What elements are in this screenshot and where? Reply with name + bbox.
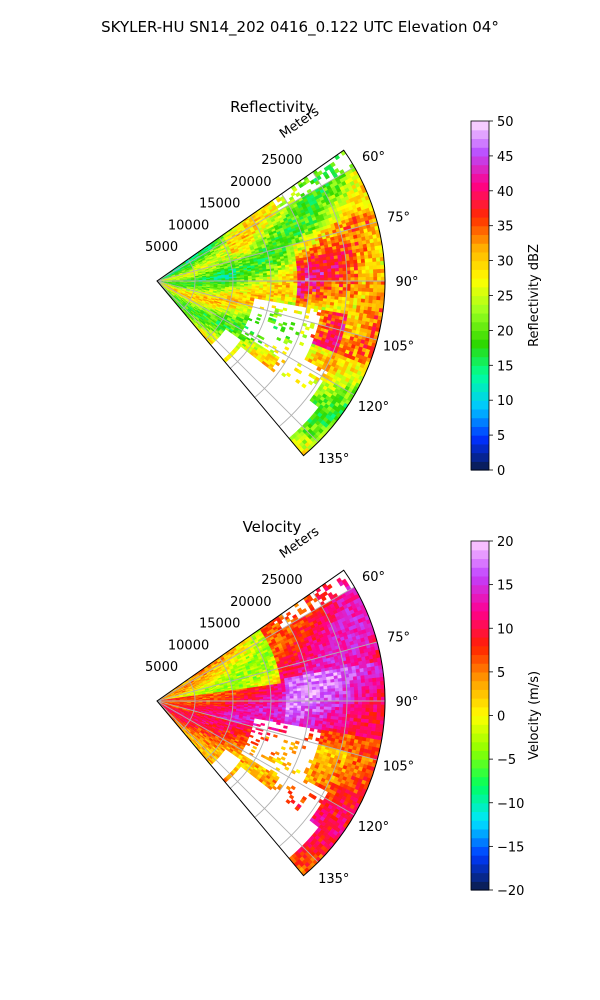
polar-grid: [156, 586, 385, 863]
azimuth-spoke: [156, 280, 319, 443]
colorbar-tick-label: 25: [497, 290, 514, 305]
colorbar-tick-label: 15: [497, 579, 514, 594]
colorbar-tick-label: 5: [497, 666, 505, 681]
range-ring: [181, 258, 196, 311]
azimuth-spoke: [156, 586, 355, 702]
field-layer: [159, 577, 386, 876]
range-ring: [205, 237, 234, 340]
azimuth-tick-label: 90°: [395, 275, 418, 290]
azimuth-spoke: [156, 221, 378, 282]
azimuth-tick-label: 120°: [358, 400, 389, 415]
azimuth-spoke: [156, 641, 378, 702]
velocity-panel: Velocity500010000150002000025000Meters60…: [145, 518, 542, 899]
panel-title: Velocity: [243, 518, 302, 536]
range-tick-label: 25000: [261, 153, 302, 168]
reflectivity-panel: Reflectivity500010000150002000025000Mete…: [145, 98, 542, 479]
azimuth-spoke: [156, 700, 319, 863]
colorbar-tick-label: 40: [497, 185, 514, 200]
colorbar-tick-label: 5: [497, 429, 505, 444]
range-tick-label: 20000: [230, 175, 271, 190]
range-ring: [278, 591, 348, 847]
azimuth-tick-label: 135°: [318, 872, 349, 887]
range-ring: [181, 678, 196, 731]
azimuth-spoke: [156, 700, 355, 816]
colorbar-tick-label: 35: [497, 220, 514, 235]
colorbar-tick-label: 20: [497, 324, 514, 339]
range-tick-label: 10000: [168, 638, 209, 653]
polar-grid: [156, 166, 385, 443]
azimuth-spoke: [156, 166, 355, 282]
colorbar-tick-label: 20: [497, 535, 514, 550]
range-tick-label: 5000: [145, 660, 178, 675]
range-tick-label: 10000: [168, 218, 209, 233]
azimuth-tick-label: 75°: [387, 210, 410, 225]
colorbar-tick-label: 10: [497, 622, 514, 637]
colorbar-tick-label: 15: [497, 359, 514, 374]
colorbar-tick-label: −5: [497, 753, 516, 768]
panel-title: Reflectivity: [230, 98, 314, 116]
range-tick-label: 20000: [230, 595, 271, 610]
field-layer: [159, 150, 385, 456]
azimuth-tick-label: 105°: [383, 340, 414, 355]
azimuth-tick-label: 120°: [358, 820, 389, 835]
colorbar-tick-label: −10: [497, 797, 524, 812]
colorbar-tick-label: −20: [497, 884, 524, 899]
range-tick-label: 5000: [145, 240, 178, 255]
range-ring: [229, 635, 272, 789]
colorbar-tick-label: 0: [497, 710, 505, 725]
azimuth-spoke: [156, 280, 378, 341]
range-ring: [254, 613, 310, 818]
azimuth-tick-label: 60°: [362, 150, 385, 165]
colorbar-tick-label: 10: [497, 394, 514, 409]
range-ring: [278, 171, 348, 427]
azimuth-spoke: [156, 280, 355, 396]
azimuth-tick-label: 60°: [362, 570, 385, 585]
range-tick-label: 15000: [199, 617, 240, 632]
colorbar-tick-label: 50: [497, 115, 514, 130]
range-ring: [254, 193, 310, 398]
range-tick-label: 25000: [261, 573, 302, 588]
sector-outline: [156, 149, 386, 457]
colorbar: 0 5 10 15 20 25 30 35 40 45 50 Reflectivity dBZ: [470, 115, 542, 479]
azimuth-tick-label: 135°: [318, 452, 349, 467]
range-ring: [205, 657, 234, 760]
figure-suptitle: SKYLER-HU SN14_202 0416_0.122 UTC Elevat…: [101, 18, 499, 37]
range-ring: [229, 215, 272, 369]
range-tick-label: 15000: [199, 197, 240, 212]
colorbar: −20 −15 −10 −5 0 5 10 15 20 Velocity (m/s): [470, 535, 542, 899]
colorbar-label: Reflectivity dBZ: [527, 244, 542, 347]
colorbar-tick-label: 45: [497, 150, 514, 165]
colorbar-tick-label: 30: [497, 255, 514, 270]
colorbar-tick-label: 0: [497, 464, 505, 479]
colorbar-label: Velocity (m/s): [527, 671, 542, 760]
azimuth-spoke: [156, 700, 378, 761]
azimuth-tick-label: 90°: [395, 695, 418, 710]
colorbar-tick-label: −15: [497, 840, 524, 855]
azimuth-tick-label: 75°: [387, 630, 410, 645]
azimuth-tick-label: 105°: [383, 760, 414, 775]
sector-outline: [156, 569, 386, 877]
